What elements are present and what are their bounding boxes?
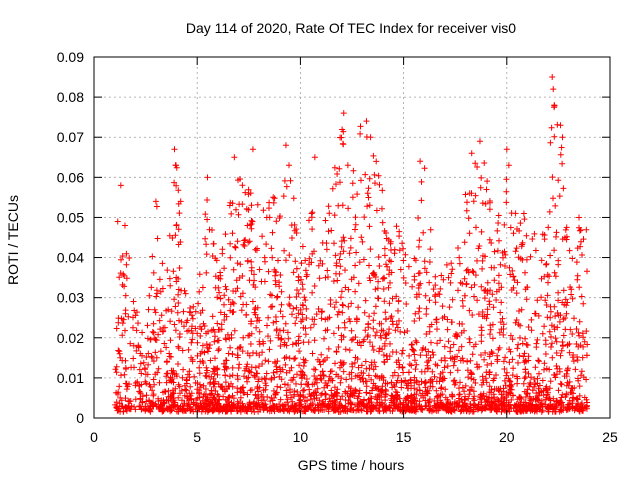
y-axis-label: ROTI / TECUs — [5, 195, 21, 285]
data-point — [417, 158, 424, 165]
y-tick-label: 0.07 — [57, 129, 84, 145]
scatter-cloud — [112, 102, 591, 415]
data-point — [282, 142, 289, 149]
data-point — [344, 162, 351, 169]
data-point — [505, 162, 512, 169]
x-tick-label: 15 — [396, 429, 412, 445]
x-tick-label: 10 — [293, 429, 309, 445]
x-tick-label: 0 — [90, 429, 98, 445]
data-point — [114, 218, 121, 225]
y-tick-label: 0.02 — [57, 330, 84, 346]
y-tick-labels: 0 0.01 0.02 0.03 0.04 0.05 0.06 0.07 0.08 0.09 — [57, 49, 84, 426]
x-tick-labels: 0 5 10 15 20 25 — [90, 429, 618, 445]
y-tick-label: 0.01 — [57, 370, 84, 386]
data-point — [476, 138, 483, 145]
data-point — [549, 74, 556, 81]
x-tick-label: 5 — [193, 429, 201, 445]
plot-frame — [93, 56, 611, 419]
x-tick-label: 20 — [499, 429, 515, 445]
data-point — [231, 154, 238, 161]
y-tick-label: 0.09 — [57, 49, 84, 65]
y-tick-label: 0.04 — [57, 250, 84, 266]
data-point — [559, 134, 566, 141]
data-point — [177, 198, 184, 205]
data-point — [503, 146, 510, 153]
y-tick-label: 0.05 — [57, 209, 84, 225]
data-point — [249, 146, 256, 153]
chart-title: Day 114 of 2020, Rate Of TEC Index for r… — [186, 20, 516, 36]
y-tick-label: 0.03 — [57, 290, 84, 306]
data-point — [121, 222, 128, 229]
data-point — [172, 162, 179, 169]
y-tick-label: 0.06 — [57, 169, 84, 185]
data-point — [550, 86, 557, 93]
data-point — [311, 154, 318, 161]
data-point — [204, 174, 211, 181]
data-point — [551, 102, 558, 109]
x-tick-label: 25 — [602, 429, 618, 445]
data-point — [340, 110, 347, 117]
data-point — [363, 118, 370, 125]
y-tick-label: 0 — [76, 410, 84, 426]
data-points — [112, 74, 591, 415]
axis-ticks — [93, 56, 611, 419]
data-point — [576, 214, 583, 221]
x-axis-label: GPS time / hours — [298, 457, 405, 473]
data-point — [171, 146, 178, 153]
data-point — [117, 182, 124, 189]
data-point — [468, 150, 475, 157]
data-point — [557, 122, 564, 129]
y-tick-label: 0.08 — [57, 89, 84, 105]
data-point — [367, 134, 374, 141]
data-point — [152, 198, 159, 205]
